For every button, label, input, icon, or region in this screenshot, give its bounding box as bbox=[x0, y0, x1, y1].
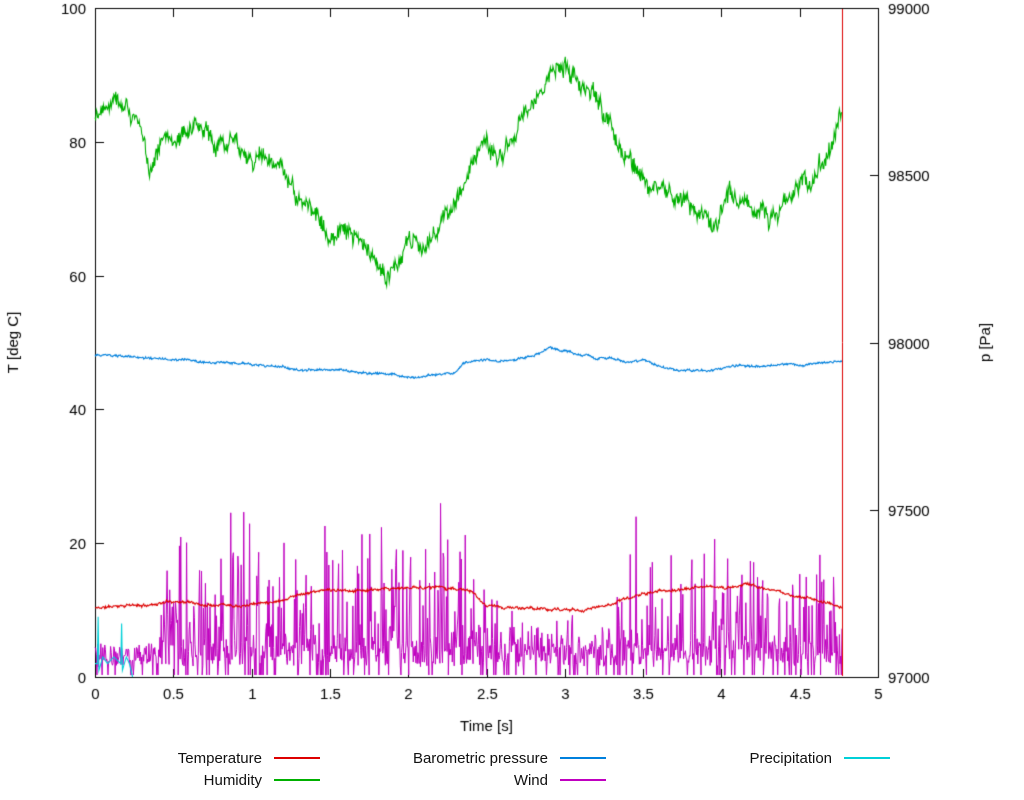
legend-item-precipitation: Precipitation bbox=[608, 748, 892, 768]
legend-label-precipitation: Precipitation bbox=[749, 749, 832, 767]
legend-label-barometric-pressure: Barometric pressure bbox=[412, 749, 548, 767]
legend-item-wind: Wind bbox=[322, 770, 608, 790]
legend-label-temperature: Temperature bbox=[177, 749, 262, 767]
legend-line-humidity bbox=[274, 779, 320, 781]
legend-label-humidity: Humidity bbox=[203, 771, 262, 789]
legend-item-temperature: Temperature bbox=[0, 748, 322, 768]
legend-line-precipitation bbox=[844, 757, 890, 759]
weather-chart-canvas bbox=[0, 0, 1024, 745]
chart-legend: Temperature Barometric pressure Precipit… bbox=[0, 748, 1024, 790]
legend-label-wind: Wind bbox=[513, 771, 548, 789]
legend-line-barometric-pressure bbox=[560, 757, 606, 759]
legend-item-barometric-pressure: Barometric pressure bbox=[322, 748, 608, 768]
legend-line-temperature bbox=[274, 757, 320, 759]
legend-line-wind bbox=[560, 779, 606, 781]
legend-item-humidity: Humidity bbox=[0, 770, 322, 790]
